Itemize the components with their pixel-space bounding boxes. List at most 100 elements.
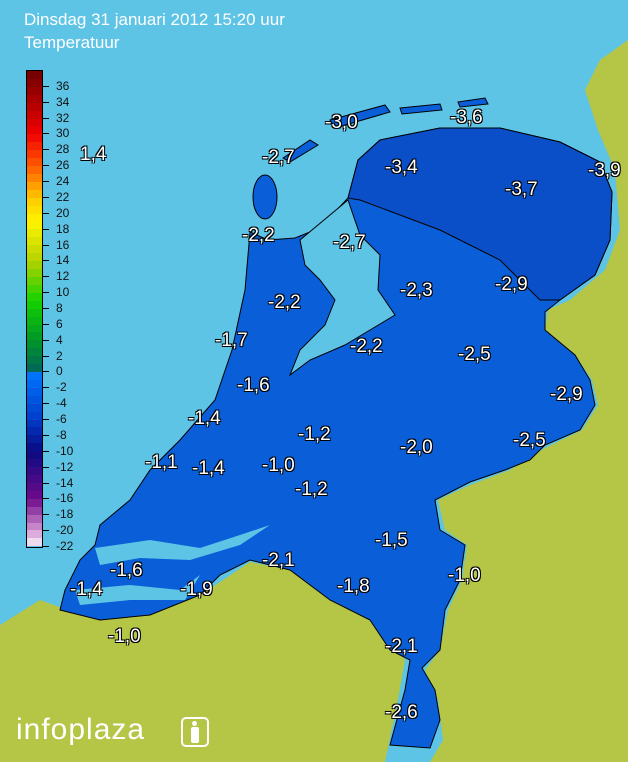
legend-band (27, 348, 42, 357)
station-temperature: -2,7 (262, 147, 295, 168)
legend-tick-mark (43, 546, 49, 547)
legend-band (27, 395, 42, 404)
legend-band (27, 451, 42, 460)
legend-tick-label: -22 (56, 539, 74, 553)
legend-tick-label: 20 (56, 205, 70, 220)
legend-band (27, 538, 42, 547)
station-temperature: -1,5 (375, 530, 408, 551)
legend-tick-mark (43, 450, 49, 452)
legend-band (27, 205, 42, 214)
legend-tick-mark (43, 434, 49, 436)
station-temperature: -2,2 (268, 292, 301, 313)
legend-band (27, 276, 42, 285)
legend-band (27, 292, 42, 301)
legend-tick-mark (43, 514, 49, 516)
legend-band (27, 269, 42, 277)
legend-band (27, 150, 42, 159)
ijsselmeer (288, 199, 396, 377)
legend-band (27, 506, 42, 515)
temperature-legend (26, 70, 43, 548)
legend-tick-mark (43, 323, 49, 325)
legend-band (27, 364, 42, 373)
legend-band (27, 411, 42, 420)
station-temperature: -1,7 (215, 330, 248, 351)
station-temperature: -3,7 (505, 179, 538, 200)
legend-band (27, 229, 42, 238)
legend-tick-label: 18 (56, 221, 70, 236)
legend-band (27, 126, 42, 135)
legend-band (27, 482, 42, 491)
legend-band (27, 332, 42, 341)
legend-band (27, 372, 42, 380)
legend-band (27, 498, 42, 507)
legend-band (27, 443, 42, 452)
legend-tick-mark (43, 149, 49, 151)
station-temperature: -2,7 (333, 232, 366, 253)
station-temperature: -3,0 (325, 112, 358, 133)
legend-tick-mark (43, 101, 49, 103)
legend-tick-mark (43, 292, 49, 294)
station-temperature: -2,0 (400, 437, 433, 458)
legend-tick-mark (43, 403, 49, 405)
legend-tick-label: -14 (56, 475, 74, 490)
station-temperature: -1,0 (262, 455, 295, 476)
legend-tick-label: 4 (56, 332, 63, 347)
legend-band (27, 459, 42, 468)
station-temperature: -1,6 (110, 560, 143, 581)
legend-band (27, 387, 42, 396)
station-temperature: -3,9 (588, 160, 621, 181)
legend-band (27, 475, 42, 483)
legend-tick-mark (43, 387, 49, 389)
legend-tick-label: -8 (56, 427, 67, 442)
legend-band (27, 173, 42, 182)
island-schiermonnikoog (457, 97, 489, 108)
legend-band (27, 427, 42, 436)
legend-tick-mark (43, 228, 49, 230)
legend-band (27, 237, 42, 246)
legend-band (27, 189, 42, 198)
legend-tick-label: -16 (56, 491, 74, 506)
legend-band (27, 197, 42, 206)
legend-band (27, 261, 42, 270)
station-temperature: -1,4 (70, 579, 103, 600)
station-temperature: -1,8 (337, 576, 370, 597)
legend-band (27, 86, 42, 95)
legend-tick-label: 6 (56, 316, 63, 331)
legend-tick-label: 14 (56, 253, 70, 268)
legend-band (27, 490, 42, 499)
legend-tick-label: 10 (56, 285, 70, 300)
legend-band (27, 71, 42, 79)
legend-band (27, 340, 42, 349)
legend-tick-mark (43, 85, 49, 87)
infoplaza-logo: infoplaza (16, 713, 146, 746)
station-temperature: -1,4 (192, 458, 225, 479)
station-temperature: -1,9 (180, 579, 213, 600)
legend-tick-label: 22 (56, 189, 70, 204)
neighbouring-land (0, 40, 628, 762)
legend-band (27, 221, 42, 230)
legend-band (27, 300, 42, 309)
station-temperature: -1,4 (188, 408, 221, 429)
legend-tick-label: -10 (56, 443, 74, 458)
legend-band (27, 78, 42, 87)
station-temperature: -2,9 (550, 384, 583, 405)
legend-tick-label: 30 (56, 126, 70, 141)
legend-band (27, 356, 42, 365)
legend-tick-mark (43, 276, 49, 278)
station-temperature: -3,4 (385, 157, 418, 178)
legend-band (27, 110, 42, 119)
legend-tick-mark (43, 212, 49, 214)
legend-band (27, 435, 42, 444)
legend-band (27, 94, 42, 103)
legend-tick-mark (43, 419, 49, 421)
island-terschelling (329, 104, 391, 129)
legend-band (27, 467, 42, 476)
info-icon (181, 717, 209, 747)
legend-tick-label: 28 (56, 142, 70, 157)
legend-tick-mark (43, 308, 49, 309)
sea-temperature-label: 1,4 (80, 144, 107, 165)
legend-band (27, 522, 42, 531)
legend-tick-label: -20 (56, 523, 74, 538)
